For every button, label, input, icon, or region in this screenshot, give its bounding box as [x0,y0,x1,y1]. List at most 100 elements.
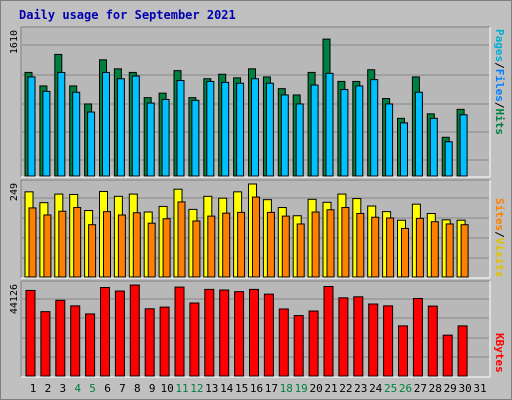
files-bar [385,103,394,177]
x-tick-label: 1 [30,382,37,395]
kbytes-bar [427,305,438,377]
sites-bar [266,211,275,278]
sites-bar [460,224,469,278]
x-tick-label: 10 [160,382,173,395]
sites-bar [356,213,365,278]
kbytes-bar [353,296,364,377]
sites-bar [147,222,156,278]
legend-pages-files-hits-part: / [493,62,506,69]
sites-bar [296,223,305,278]
sites-bar [162,218,171,278]
chart-title: Daily usage for September 2021 [19,8,236,22]
files-bar [146,102,155,177]
x-tick-label: 11 [175,382,188,395]
x-tick-label: 17 [265,382,278,395]
x-tick-label: 12 [190,382,203,395]
x-tick-label: 23 [354,382,367,395]
kbytes-bar [323,285,334,377]
files-bar [459,114,468,177]
sites-bar [103,211,111,278]
kbytes-bar [159,306,170,377]
sites-bar [341,207,350,278]
sites-bar [252,196,260,278]
x-tick-label: 6 [104,382,111,395]
x-tick-label: 3 [59,382,66,395]
x-tick-label: 16 [250,382,263,395]
kbytes-bar [383,305,394,377]
sites-bar [58,210,67,278]
files-bar [340,89,349,177]
files-bar [355,85,364,177]
files-bar [206,80,215,177]
kbytes-bar [308,310,319,377]
sites-bar [445,223,454,278]
kbytes-bar [293,315,304,377]
x-tick-label: 24 [369,382,383,395]
kbytes-bar [234,291,245,377]
x-tick-label: 18 [280,382,293,395]
kbytes-bar [398,325,408,377]
legend-pages-files-hits: Pages/Files/Hits [493,29,506,135]
kbytes-bar [219,289,230,377]
legend-pages-files-hits-part: / [493,102,506,109]
kbytes-bar [25,289,36,377]
kbytes-bar [174,286,185,377]
kbytes-bar [263,293,274,377]
sites-bar [73,207,82,278]
files-bar [57,71,66,177]
files-bar [176,80,185,177]
sites-bar [371,216,380,278]
x-tick-label: 22 [339,382,352,395]
kbytes-bar [85,313,96,377]
sites-bar [237,211,246,278]
x-tick-label: 25 [384,382,397,395]
sites-bar [192,220,201,278]
sites-bar [117,214,126,278]
files-bar [414,91,423,177]
files-bar [42,90,51,177]
files-bar [27,76,36,177]
kbytes-bar [40,311,51,377]
kbytes-bar [442,334,453,377]
x-tick-label: 9 [149,382,156,395]
x-tick-label: 5 [89,382,96,395]
files-bar [131,75,140,177]
legend-sites-visits-part: Visits [493,238,506,278]
max-value-label: 44126 [9,284,20,314]
files-bar [191,99,200,177]
legend-kbytes-part: KBytes [493,333,506,373]
files-bar [295,103,304,177]
sites-bar [415,217,424,278]
legend-sites-visits-part: Sites [493,198,506,231]
x-tick-label: 20 [309,382,322,395]
kbytes-bar [412,297,423,377]
files-bar [400,122,408,177]
kbytes-bar [100,287,110,377]
legend-pages-files-hits-part: Files [493,69,506,102]
sites-bar [386,217,395,278]
sites-bar [326,209,335,278]
sites-bar [177,201,186,278]
files-bar [72,91,81,177]
legend-pages-files-hits-part: Pages [493,29,506,62]
sites-bar [311,211,320,278]
x-tick-label: 8 [134,382,141,395]
files-bar [221,81,230,177]
max-value-label: 249 [9,183,20,201]
legend-pages-files-hits-part: Hits [493,109,506,136]
files-bar [310,84,319,177]
kbytes-bar [249,288,259,377]
sites-bar [401,227,409,278]
kbytes-bar [55,299,66,377]
files-bar [370,79,379,177]
sites-bar [207,215,216,278]
sites-bar [430,221,439,278]
sites-bar [43,214,52,278]
x-tick-label: 7 [119,382,126,395]
files-bar [444,141,453,177]
x-tick-label: 26 [399,382,412,395]
kbytes-bar [368,303,379,377]
max-value-label: 1610 [9,30,20,54]
kbytes-bar [129,284,140,377]
